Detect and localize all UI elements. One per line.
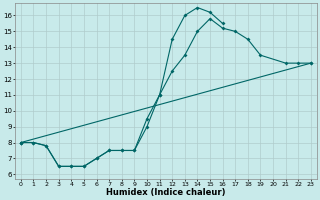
X-axis label: Humidex (Indice chaleur): Humidex (Indice chaleur) xyxy=(106,188,226,197)
